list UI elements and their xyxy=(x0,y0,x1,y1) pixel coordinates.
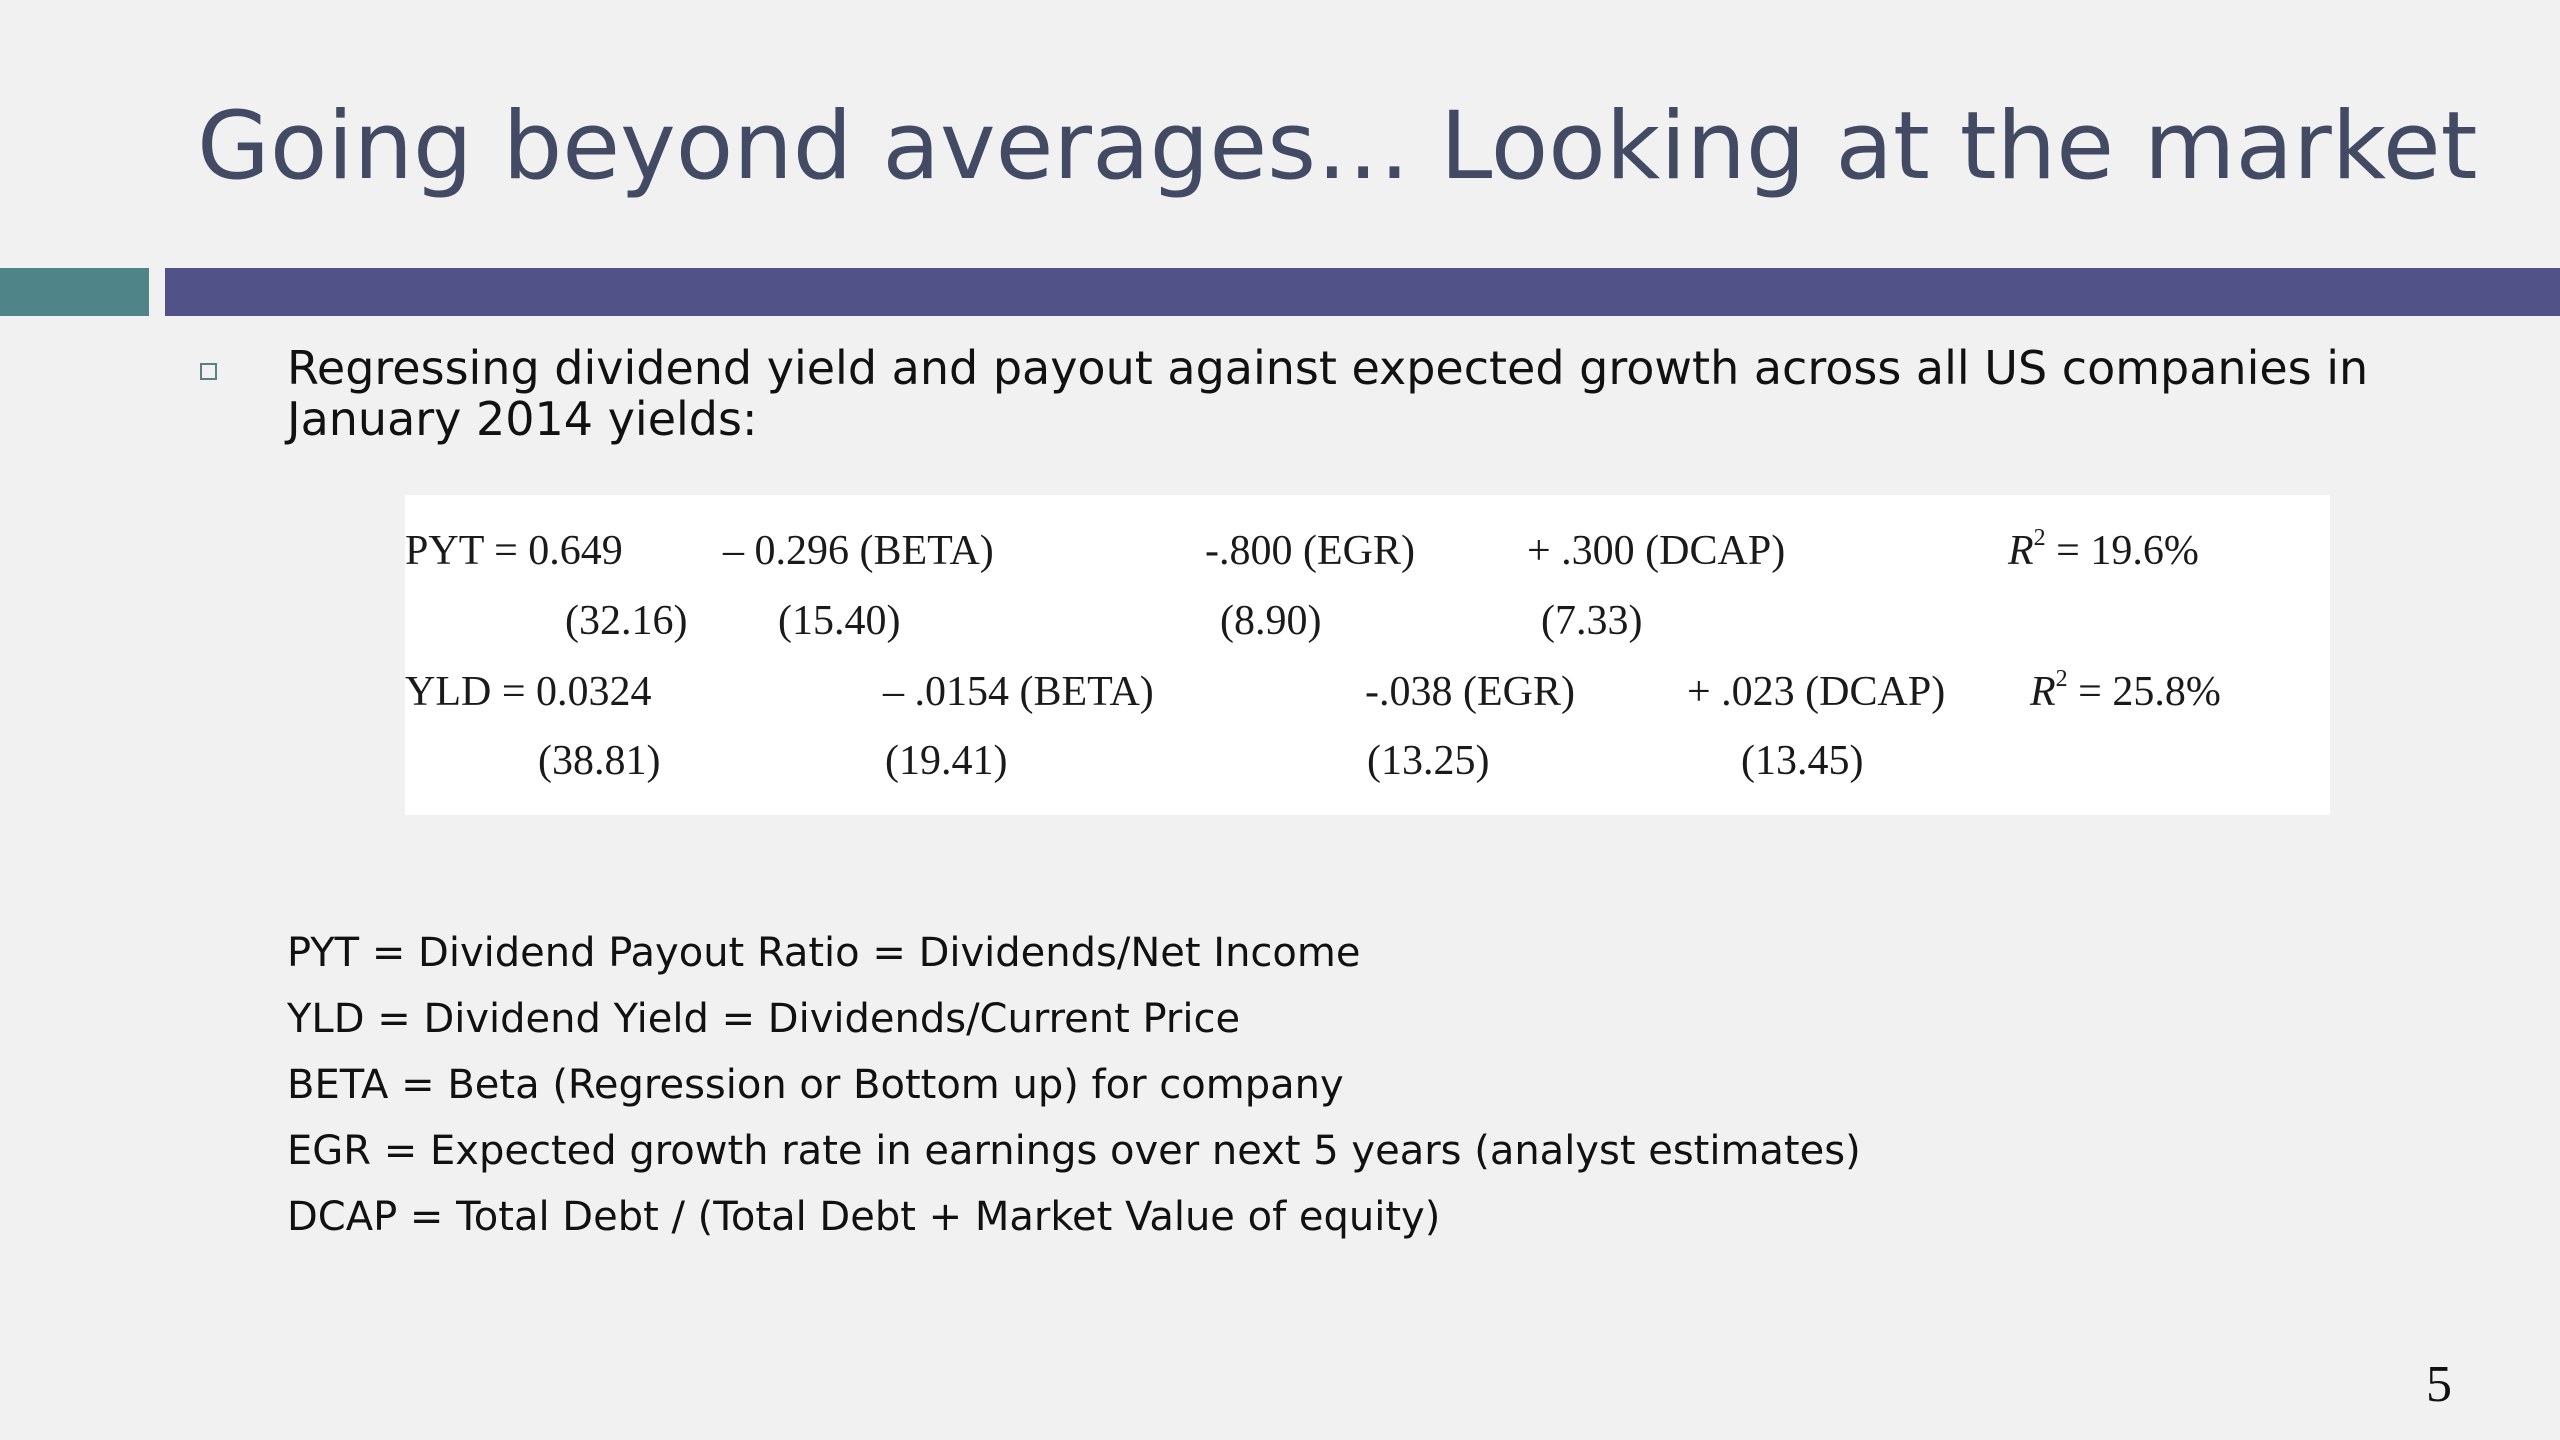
yld-tstat-dcap: (13.45) xyxy=(1741,738,1864,784)
yld-egr-term: -.038 (EGR) xyxy=(1365,669,1575,715)
pyt-egr-term: -.800 (EGR) xyxy=(1205,528,1415,574)
definition-yld: YLD = Dividend Yield = Dividends/Current… xyxy=(287,996,1241,1042)
yld-dcap-term: + .023 (DCAP) xyxy=(1687,669,1946,715)
pyt-dcap-term: + .300 (DCAP) xyxy=(1527,528,1786,574)
slide-title: Going beyond averages… Looking at the ma… xyxy=(197,92,2478,201)
definition-beta: BETA = Beta (Regression or Bottom up) fo… xyxy=(287,1062,1344,1108)
square-bullet-icon xyxy=(200,363,217,380)
bullet-text: Regressing dividend yield and payout aga… xyxy=(287,341,2369,446)
yld-tstat-egr: (13.25) xyxy=(1367,738,1490,784)
title-accent-bar-teal xyxy=(0,268,149,316)
definition-pyt: PYT = Dividend Payout Ratio = Dividends/… xyxy=(287,930,1361,976)
yld-lhs: YLD = 0.0324 xyxy=(405,669,652,715)
definition-egr: EGR = Expected growth rate in earnings o… xyxy=(287,1128,1861,1174)
yld-r-squared: R2 = 25.8% xyxy=(2030,666,2221,715)
pyt-tstat-egr: (8.90) xyxy=(1220,598,1322,644)
regression-equations-image: PYT = 0.649 – 0.296 (BETA) -.800 (EGR) +… xyxy=(405,495,2330,815)
title-accent-bar-navy xyxy=(165,268,2560,316)
definition-dcap: DCAP = Total Debt / (Total Debt + Market… xyxy=(287,1194,1441,1240)
yld-beta-term: – .0154 (BETA) xyxy=(883,669,1154,715)
yld-tstat-const: (38.81) xyxy=(538,738,661,784)
pyt-r-squared: R2 = 19.6% xyxy=(2008,525,2199,574)
pyt-lhs: PYT = 0.649 xyxy=(405,528,623,574)
variable-definitions: PYT = Dividend Payout Ratio = Dividends/… xyxy=(287,920,1861,1250)
pyt-tstat-dcap: (7.33) xyxy=(1541,598,1643,644)
pyt-tstat-beta: (15.40) xyxy=(778,598,901,644)
pyt-tstat-const: (32.16) xyxy=(565,598,688,644)
pyt-beta-term: – 0.296 (BETA) xyxy=(723,528,994,574)
yld-tstat-beta: (19.41) xyxy=(885,738,1008,784)
page-number: 5 xyxy=(2426,1356,2452,1413)
